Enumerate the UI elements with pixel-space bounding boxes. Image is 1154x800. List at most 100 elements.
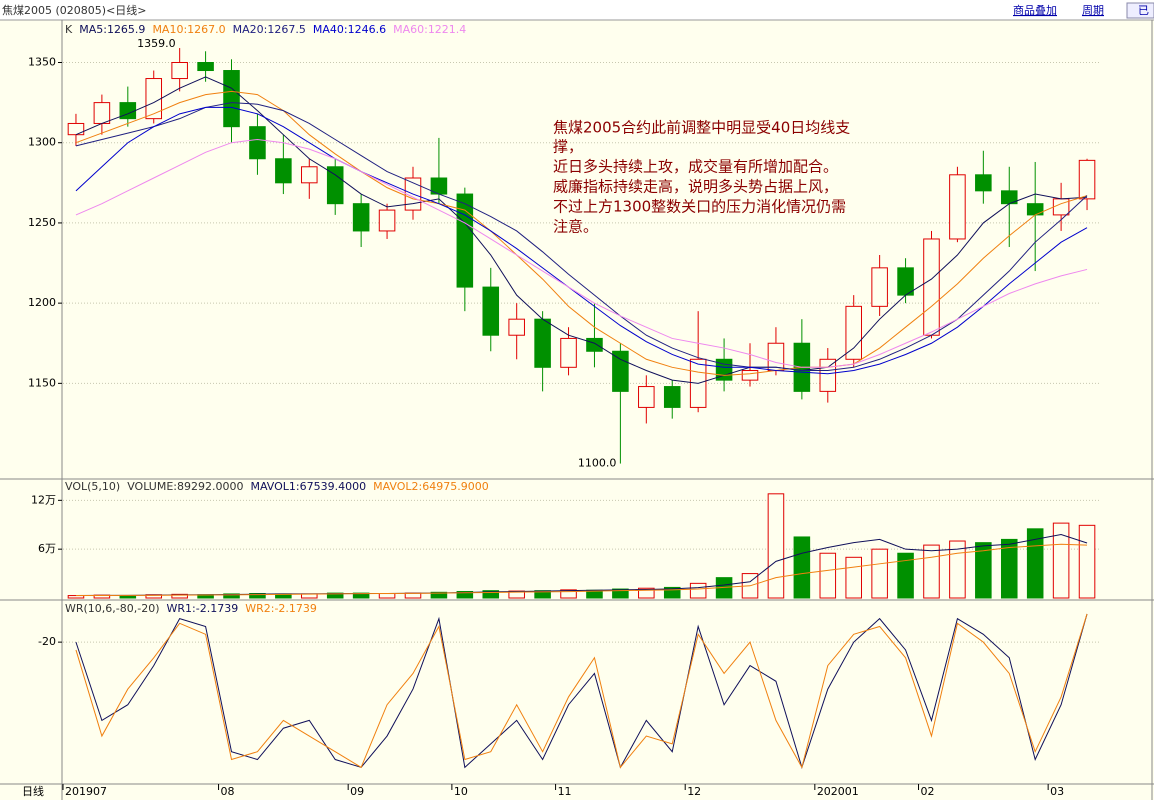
volume-bar bbox=[1000, 538, 1018, 599]
candle-body bbox=[871, 267, 888, 307]
volume-bar bbox=[767, 493, 785, 599]
y-tick-label: 1300 bbox=[28, 136, 56, 149]
indicator-line bbox=[75, 90, 1088, 376]
x-tick-label: 10 bbox=[454, 785, 468, 798]
candle-body bbox=[482, 286, 500, 336]
volume-bar bbox=[923, 544, 940, 599]
y-tick-label: 1150 bbox=[28, 376, 56, 389]
x-tick-label: 202001 bbox=[817, 785, 859, 798]
candle-body bbox=[93, 102, 111, 124]
volume-bar bbox=[819, 552, 837, 599]
x-tick-label: 03 bbox=[1050, 785, 1064, 798]
candle-body bbox=[612, 350, 629, 392]
candle-body bbox=[508, 318, 525, 336]
candle-body bbox=[275, 158, 292, 184]
volume-bar bbox=[897, 552, 914, 599]
volume-bar bbox=[119, 595, 137, 599]
volume-bar bbox=[949, 540, 966, 599]
indicator-line bbox=[75, 102, 1088, 372]
candle-body bbox=[1078, 159, 1096, 200]
candle-body bbox=[352, 203, 370, 232]
candle-body bbox=[456, 193, 474, 288]
volume-bar bbox=[975, 542, 992, 599]
candle-body bbox=[741, 370, 759, 381]
y-tick-label: 6万 bbox=[38, 542, 56, 555]
volume-bar bbox=[456, 590, 474, 599]
period-label: 日线 bbox=[22, 784, 44, 798]
y-tick-label: 1200 bbox=[28, 296, 56, 309]
legend-entry: MA5:1265.9 bbox=[79, 23, 145, 36]
volume-bar bbox=[1078, 524, 1096, 599]
legend-entry: VOL(5,10) bbox=[65, 480, 120, 493]
volume-bar bbox=[793, 536, 811, 599]
candle-body bbox=[301, 166, 318, 184]
volume-bar bbox=[482, 590, 500, 599]
volume-bar bbox=[845, 556, 862, 599]
candle-body bbox=[638, 386, 655, 408]
note-line: 威廉指标持续走高，说明多头势占据上风， bbox=[553, 178, 838, 196]
legend-entry: WR2:-2.1739 bbox=[245, 602, 317, 615]
volume-bar bbox=[871, 548, 888, 599]
volume-bar bbox=[689, 582, 707, 599]
note-line: 撑， bbox=[553, 138, 583, 156]
y-tick-label: 12万 bbox=[31, 493, 56, 506]
candle-body bbox=[378, 209, 396, 232]
candle-body bbox=[949, 174, 966, 240]
y-tick-label: 1250 bbox=[28, 216, 56, 229]
title-bar bbox=[0, 0, 1154, 20]
period-link[interactable]: 周期 bbox=[1082, 4, 1104, 17]
candle-body bbox=[586, 337, 603, 352]
x-tick-label: 12 bbox=[687, 785, 701, 798]
candle-body bbox=[145, 78, 163, 120]
legend-entry: WR1:-2.1739 bbox=[167, 602, 239, 615]
volume-bar bbox=[638, 587, 655, 599]
legend-entry: MA10:1267.0 bbox=[152, 23, 225, 36]
high-label: 1359.0 bbox=[137, 37, 176, 50]
indicator-line bbox=[75, 76, 1088, 384]
candle-body bbox=[767, 342, 785, 372]
restore-button[interactable] bbox=[1126, 2, 1154, 19]
x-tick-label: 02 bbox=[921, 785, 935, 798]
indicator-line bbox=[75, 543, 1088, 597]
volume-bar bbox=[612, 588, 629, 599]
legend-entry: MAVOL1:67539.4000 bbox=[250, 480, 366, 493]
volume-bar bbox=[249, 593, 266, 599]
y-tick-label: 1350 bbox=[28, 56, 56, 69]
y-tick-label: -20 bbox=[38, 635, 56, 648]
volume-bar bbox=[67, 595, 85, 599]
note-line: 焦煤2005合约此前调整中明显受40日均线支 bbox=[553, 119, 850, 137]
legend-entry: MA20:1267.5 bbox=[233, 23, 306, 36]
note-line: 注意。 bbox=[553, 218, 598, 236]
volume-bar bbox=[1052, 522, 1070, 599]
overlay-link[interactable]: 商品叠加 bbox=[1013, 3, 1057, 17]
candle-body bbox=[1052, 198, 1070, 216]
candle-body bbox=[845, 305, 862, 360]
indicator-line bbox=[75, 106, 1088, 375]
candle-body bbox=[897, 267, 914, 296]
candle-body bbox=[249, 126, 266, 160]
low-label: 1100.0 bbox=[578, 457, 617, 470]
volume-bar bbox=[663, 586, 681, 599]
volume-bar bbox=[171, 593, 188, 599]
candle-body bbox=[67, 122, 85, 136]
volume-bar bbox=[430, 591, 448, 599]
restore-label[interactable]: 已 bbox=[1138, 4, 1149, 17]
candle-body bbox=[171, 62, 188, 80]
candle-body bbox=[197, 62, 214, 72]
note-line: 近日多头持续上攻，成交量有所增加配合。 bbox=[553, 158, 838, 176]
volume-bar bbox=[223, 593, 240, 599]
legend-entry: MAVOL2:64975.9000 bbox=[373, 480, 489, 493]
candle-body bbox=[923, 238, 940, 336]
legend-entry: MA60:1221.4 bbox=[393, 23, 466, 36]
volume-bar bbox=[378, 593, 396, 599]
legend-entry: K bbox=[65, 23, 73, 36]
indicator-line bbox=[75, 613, 1088, 769]
x-tick-label: 09 bbox=[350, 785, 364, 798]
candle-body bbox=[326, 166, 344, 205]
candle-body bbox=[1026, 203, 1044, 216]
candle-body bbox=[534, 318, 551, 368]
candle-body bbox=[663, 386, 681, 408]
candle-body bbox=[819, 358, 837, 392]
